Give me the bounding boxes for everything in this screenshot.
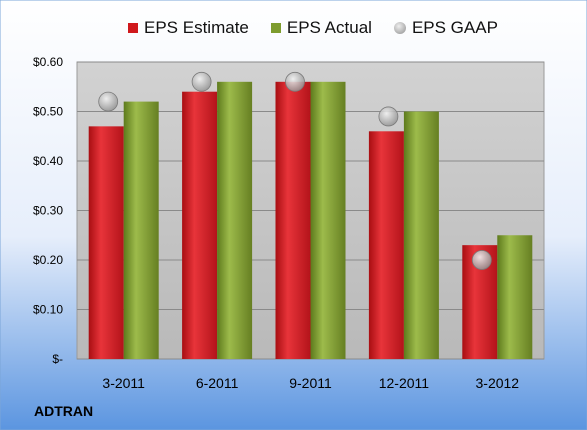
marker-eps-gaap	[378, 106, 399, 127]
y-tick-label: $0.10	[33, 303, 63, 317]
x-tick-label: 12-2011	[379, 375, 430, 391]
y-tick-label: $0.40	[33, 154, 63, 168]
x-axis-ticks: 3-2011 6-2011 9-2011 12-2011 3-2012	[102, 375, 519, 391]
y-tick-label: $0.20	[33, 253, 63, 267]
legend-label-estimate: EPS Estimate	[144, 18, 249, 37]
x-tick-label: 6-2011	[196, 375, 239, 391]
y-axis-ticks: $- $0.10 $0.20 $0.30 $0.40 $0.50 $0.60	[33, 55, 63, 366]
legend-entry-actual: EPS Actual	[270, 18, 372, 38]
y-tick-label: $-	[52, 352, 63, 366]
company-name: ADTRAN	[34, 403, 94, 419]
legend-label-actual: EPS Actual	[286, 18, 372, 37]
bar-eps-estimate	[182, 91, 218, 359]
bar-eps-estimate	[368, 131, 404, 359]
bar-eps-actual	[123, 101, 159, 359]
legend-entry-gaap: EPS GAAP	[393, 18, 498, 38]
bar-eps-actual	[217, 81, 253, 360]
legend-swatch-gaap	[393, 22, 406, 34]
marker-eps-gaap	[471, 250, 492, 270]
bar-eps-estimate	[88, 126, 124, 359]
bars	[88, 81, 533, 360]
bar-eps-estimate	[275, 81, 311, 360]
y-tick-label: $0.30	[33, 204, 63, 218]
bar-eps-actual	[310, 81, 346, 360]
bar-eps-actual	[403, 111, 439, 359]
legend-entry-estimate: EPS Estimate	[128, 18, 249, 38]
y-tick-label: $0.60	[33, 55, 63, 69]
marker-eps-gaap	[285, 71, 305, 92]
bar-eps-actual	[497, 235, 533, 359]
x-tick-label: 9-2011	[289, 375, 332, 391]
marker-eps-gaap	[191, 71, 212, 92]
legend-swatch-estimate	[128, 23, 138, 33]
legend-swatch-actual	[270, 23, 281, 33]
legend: EPS Estimate EPS Actual EPS GAAP	[128, 18, 520, 38]
x-tick-label: 3-2012	[476, 375, 520, 391]
gaap-markers	[98, 71, 492, 270]
marker-eps-gaap	[98, 91, 119, 112]
legend-label-gaap: EPS GAAP	[411, 18, 498, 37]
y-tick-label: $0.50	[33, 105, 63, 119]
x-tick-label: 3-2011	[102, 375, 145, 391]
